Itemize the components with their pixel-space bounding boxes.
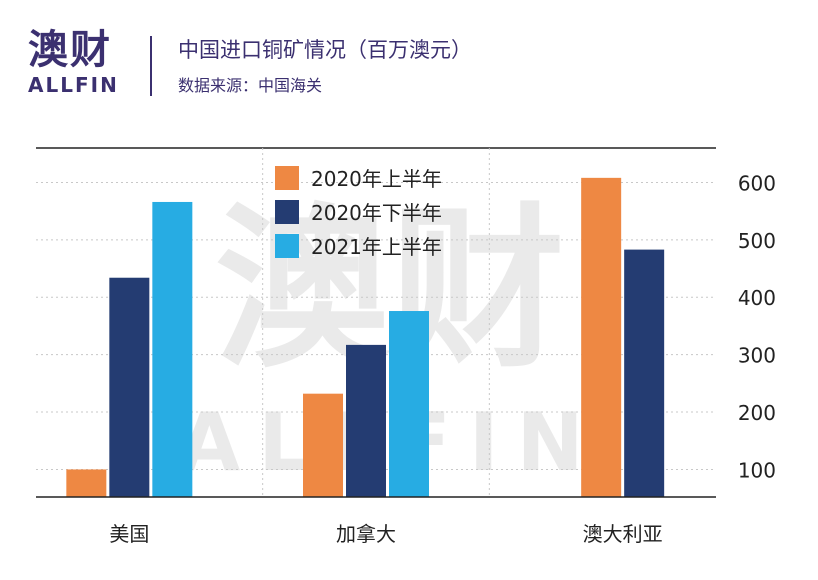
bar (389, 311, 429, 497)
bar (346, 344, 386, 497)
legend-label: 2020年上半年 (311, 167, 442, 191)
logo-english: ALLFIN (28, 73, 119, 97)
x-category-label: 澳大利亚 (583, 522, 663, 546)
bar (581, 177, 622, 497)
brand-logo: 澳财 ALLFIN (28, 28, 138, 96)
bar (303, 393, 343, 497)
bar (152, 201, 193, 498)
y-tick-label: 200 (738, 401, 776, 425)
legend-swatch (275, 166, 299, 190)
y-tick-label: 300 (738, 344, 776, 368)
bar (109, 277, 150, 497)
legend-swatch (275, 234, 299, 258)
axes: 100 200 300 400 500 600 美国 加拿大 澳大利亚 (36, 171, 776, 546)
bar (624, 249, 665, 497)
x-category-label: 加拿大 (336, 522, 396, 546)
y-tick-label: 600 (738, 171, 776, 195)
bar (66, 469, 107, 497)
x-category-label: 美国 (109, 522, 149, 546)
logo-chinese: 澳财 (28, 27, 112, 73)
y-tick-label: 400 (738, 286, 776, 310)
bars (66, 177, 665, 498)
header-divider (150, 36, 152, 96)
data-source: 数据来源：中国海关 (178, 76, 323, 95)
legend-label: 2020年下半年 (311, 201, 442, 225)
y-tick-label: 100 (738, 458, 776, 482)
legend: 2020年上半年 2020年下半年 2021年上半年 (275, 166, 442, 259)
legend-label: 2021年上半年 (311, 235, 442, 259)
y-tick-label: 500 (738, 229, 776, 253)
legend-swatch (275, 200, 299, 224)
chart-title: 中国进口铜矿情况（百万澳元） (178, 38, 472, 62)
